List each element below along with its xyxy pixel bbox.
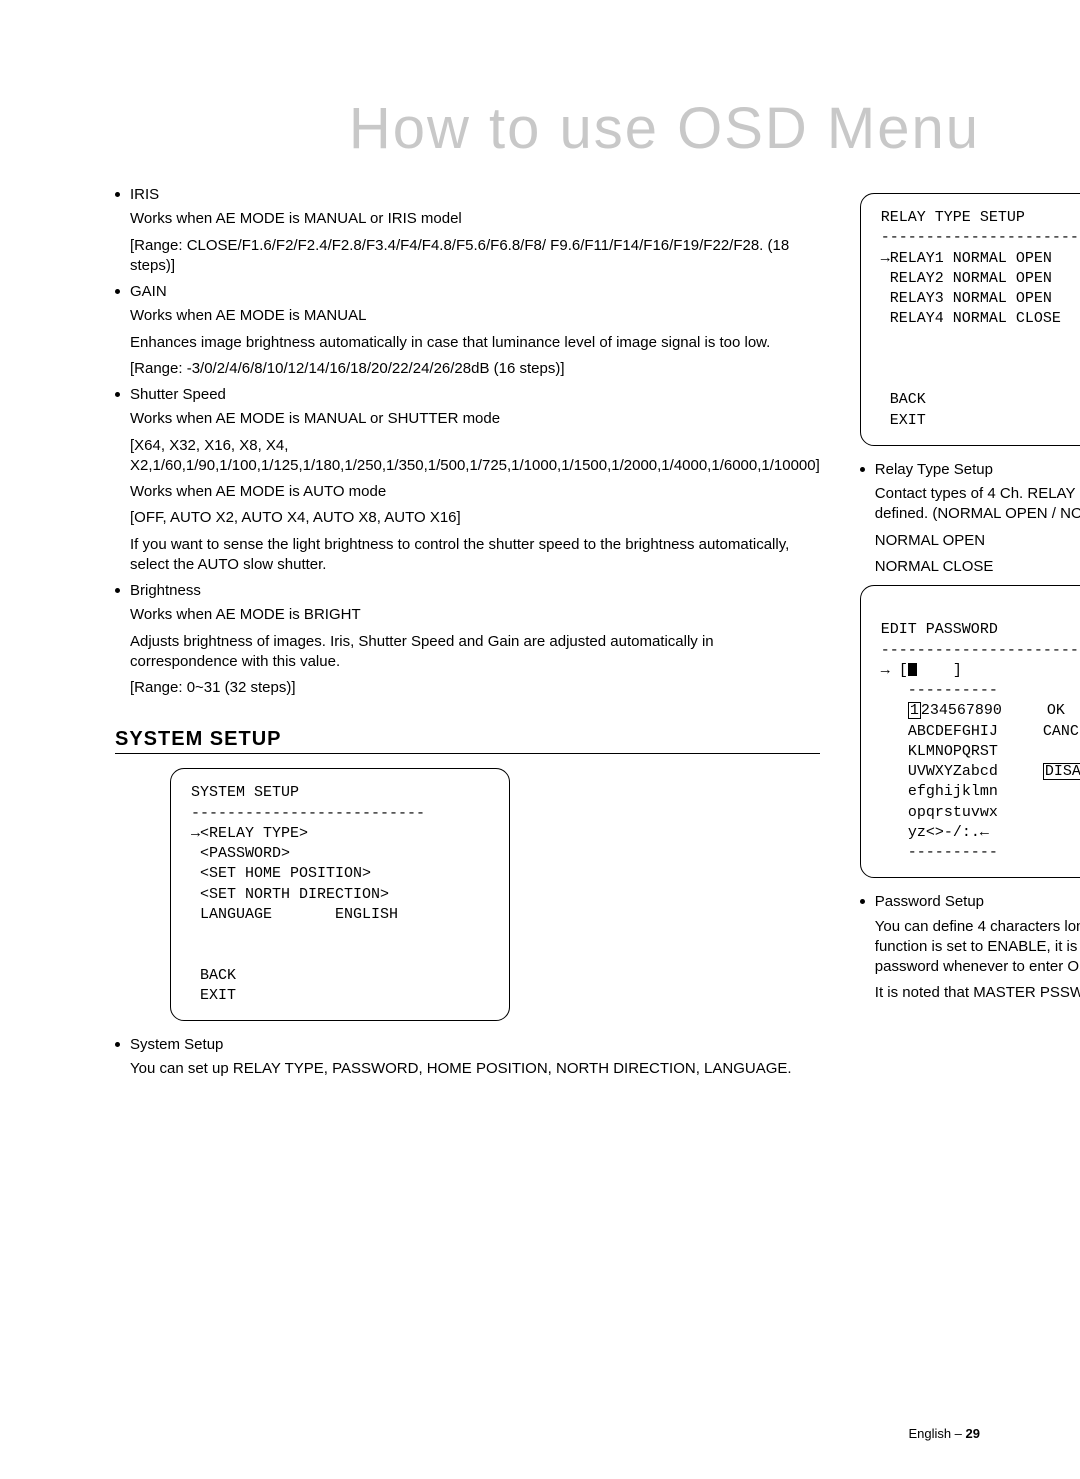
char-row: UVWXYZabcd xyxy=(908,763,998,780)
bullet-password-setup: Password Setup xyxy=(860,892,1080,912)
bullet-brightness: Brightness xyxy=(115,581,820,601)
body-text: [Range: CLOSE/F1.6/F2/F2.4/F2.8/F3.4/F4/… xyxy=(130,236,820,277)
osd-title: EDIT PASSWORD xyxy=(881,621,998,638)
body-text: Contact types of 4 Ch. RELAY OUTPUTS are… xyxy=(875,484,1080,525)
body-text: Works when AE MODE is AUTO mode xyxy=(130,482,820,502)
body-text: Works when AE MODE is MANUAL or IRIS mod… xyxy=(130,209,820,229)
bullet-label: Brightness xyxy=(130,581,820,601)
char-row: yz<>-/:.← xyxy=(908,824,989,841)
bullet-system-setup: System Setup xyxy=(115,1035,820,1055)
password-input-box: [ xyxy=(899,662,908,679)
page-num-value: 29 xyxy=(966,1426,980,1441)
char-row: efghijklmn xyxy=(908,783,998,800)
page-title: How to use OSD Menu xyxy=(349,95,980,162)
char-row: opqrstuvwx xyxy=(908,804,998,821)
body-text: If you want to sense the light brightnes… xyxy=(130,535,820,576)
bullet-label: Relay Type Setup xyxy=(875,460,1080,480)
char-row: 234567890 xyxy=(921,702,1002,719)
bullet-label: System Setup xyxy=(130,1035,820,1055)
cursor-block-icon xyxy=(908,663,917,676)
password-input-box-end: ] xyxy=(917,662,962,679)
body-text: You can set up RELAY TYPE, PASSWORD, HOM… xyxy=(130,1059,820,1079)
char-row: ABCDEFGHIJ xyxy=(908,723,998,740)
system-setup-heading: SYSTEM SETUP xyxy=(115,728,820,751)
body-text: [X64, X32, X16, X8, X4, X2,1/60,1/90,1/1… xyxy=(130,436,820,477)
body-text: You can define 4 characters long passwor… xyxy=(875,917,1080,978)
bullet-iris: IRIS xyxy=(115,185,820,205)
body-text: [OFF, AUTO X2, AUTO X4, AUTO X8, AUTO X1… xyxy=(130,508,820,528)
bullet-dot-icon xyxy=(115,289,120,294)
body-text: [Range: 0~31 (32 steps)] xyxy=(130,678,820,698)
body-text: Works when AE MODE is MANUAL xyxy=(130,306,820,326)
page-num-label: English – xyxy=(908,1426,965,1441)
ok-label: OK xyxy=(1047,702,1065,719)
body-text: Works when AE MODE is BRIGHT xyxy=(130,605,820,625)
bullet-gain: GAIN xyxy=(115,282,820,302)
page-number: English – 29 xyxy=(908,1426,980,1441)
right-column: RELAY TYPE SETUP -----------------------… xyxy=(860,185,1080,1086)
bullet-dot-icon xyxy=(860,899,865,904)
osd-edit-password-screen: EDIT PASSWORD --------------------------… xyxy=(860,585,1080,878)
bullet-dot-icon xyxy=(115,192,120,197)
disable-label: DISABLE xyxy=(1043,763,1080,780)
bullet-dot-icon xyxy=(115,588,120,593)
body-text: NORMAL OPEN xyxy=(875,531,1080,551)
left-column: IRIS Works when AE MODE is MANUAL or IRI… xyxy=(115,185,820,1086)
body-text: Enhances image brightness automatically … xyxy=(130,333,820,353)
bullet-label: IRIS xyxy=(130,185,820,205)
char-row: KLMNOPQRST xyxy=(908,743,998,760)
body-text: Adjusts brightness of images. Iris, Shut… xyxy=(130,632,820,673)
bullet-dot-icon xyxy=(860,467,865,472)
body-text: It is noted that MASTER PSSWORD : "4321" xyxy=(875,983,1080,1003)
bullet-shutter: Shutter Speed xyxy=(115,385,820,405)
osd-system-setup-screen: SYSTEM SETUP -------------------------- … xyxy=(170,768,510,1021)
heading-underline xyxy=(115,753,820,754)
bullet-label: GAIN xyxy=(130,282,820,302)
bullet-dot-icon xyxy=(115,1042,120,1047)
body-text: [Range: -3/0/2/4/6/8/10/12/14/16/18/20/2… xyxy=(130,359,820,379)
cancel-label: CANCEL xyxy=(1043,723,1080,740)
bullet-label: Password Setup xyxy=(875,892,1080,912)
osd-relay-type-screen: RELAY TYPE SETUP -----------------------… xyxy=(860,193,1080,446)
body-text: Works when AE MODE is MANUAL or SHUTTER … xyxy=(130,409,820,429)
bullet-relay-type: Relay Type Setup xyxy=(860,460,1080,480)
bullet-label: Shutter Speed xyxy=(130,385,820,405)
char-1-selected: 1 xyxy=(908,702,921,719)
bullet-dot-icon xyxy=(115,392,120,397)
body-text: NORMAL CLOSE xyxy=(875,557,1080,577)
